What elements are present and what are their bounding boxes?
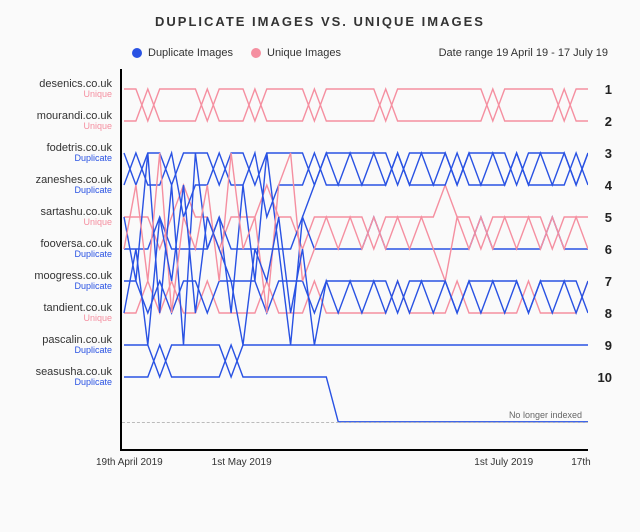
- series-line: [124, 345, 588, 377]
- legend-items: Duplicate Images Unique Images: [132, 47, 341, 59]
- y-domain-item: pascalin.co.ukDuplicate: [12, 329, 120, 361]
- legend-label-duplicate: Duplicate Images: [148, 47, 233, 59]
- rank-label: 6: [588, 233, 614, 265]
- y-domain-item: desenics.co.ukUnique: [12, 73, 120, 105]
- y-domain-item: seasusha.co.ukDuplicate: [12, 361, 120, 393]
- x-tick-label: 17th: [571, 457, 590, 468]
- no-longer-indexed-label: No longer indexed: [509, 410, 582, 420]
- chart-container: DUPLICATE IMAGES VS. UNIQUE IMAGES Dupli…: [0, 0, 640, 532]
- y-axis-domains: desenics.co.ukUniquemourandi.co.ukUnique…: [12, 69, 120, 451]
- rank-label: 9: [588, 329, 614, 361]
- rank-label: 2: [588, 105, 614, 137]
- y-domain-tag: Unique: [12, 314, 112, 324]
- chart-body: desenics.co.ukUniquemourandi.co.ukUnique…: [12, 69, 628, 451]
- y-domain-tag: Duplicate: [12, 250, 112, 260]
- rank-label: 4: [588, 169, 614, 201]
- series-line: [124, 89, 588, 121]
- y-domain-item: moogress.co.ukDuplicate: [12, 265, 120, 297]
- rank-label: 1: [588, 73, 614, 105]
- rank-label: 8: [588, 297, 614, 329]
- y-domain-tag: Duplicate: [12, 346, 112, 356]
- legend-dot-unique: [251, 48, 261, 58]
- x-tick-label: 1st July 2019: [474, 457, 533, 468]
- y-domain-tag: Unique: [12, 90, 112, 100]
- plot-area: No longer indexed: [120, 69, 588, 451]
- plot-box: No longer indexed: [120, 69, 588, 451]
- y-domain-tag: Unique: [12, 218, 112, 228]
- y-domain-tag: Duplicate: [12, 378, 112, 388]
- x-tick-label: 19th April 2019: [96, 457, 163, 468]
- legend-item-unique: Unique Images: [251, 47, 341, 59]
- y-domain-item: sartashu.co.ukUnique: [12, 201, 120, 233]
- y-domain-item: mourandi.co.ukUnique: [12, 105, 120, 137]
- series-line: [124, 185, 588, 249]
- x-tick-label: 1st May 2019: [212, 457, 272, 468]
- rank-label: 10: [588, 361, 614, 393]
- y-domain-tag: Unique: [12, 122, 112, 132]
- plot-svg: [122, 69, 588, 451]
- legend-row: Duplicate Images Unique Images Date rang…: [12, 47, 628, 59]
- rank-label: 7: [588, 265, 614, 297]
- rank-label: 5: [588, 201, 614, 233]
- legend-dot-duplicate: [132, 48, 142, 58]
- y-domain-item: zaneshes.co.ukDuplicate: [12, 169, 120, 201]
- x-axis: 19th April 2019 1st May 2019 1st July 2019…: [12, 457, 588, 471]
- y-domain-tag: Duplicate: [12, 282, 112, 292]
- legend-item-duplicate: Duplicate Images: [132, 47, 233, 59]
- y-domain-item: fooversa.co.ukDuplicate: [12, 233, 120, 265]
- no-longer-indexed-line: [122, 422, 588, 423]
- legend-label-unique: Unique Images: [267, 47, 341, 59]
- y-domain-item: fodetris.co.ukDuplicate: [12, 137, 120, 169]
- series-line: [124, 185, 588, 345]
- y-axis-ranks: 12345678910: [588, 69, 614, 451]
- y-domain-item: tandient.co.ukUnique: [12, 297, 120, 329]
- y-domain-tag: Duplicate: [12, 186, 112, 196]
- chart-title: DUPLICATE IMAGES VS. UNIQUE IMAGES: [12, 14, 628, 29]
- series-line: [124, 89, 588, 121]
- date-range-label: Date range 19 April 19 - 17 July 19: [439, 47, 608, 59]
- y-domain-tag: Duplicate: [12, 154, 112, 164]
- rank-label: 3: [588, 137, 614, 169]
